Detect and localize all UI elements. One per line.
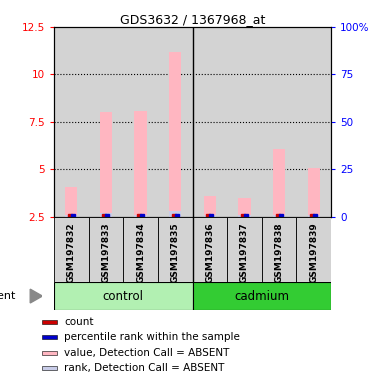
- Bar: [273, 149, 285, 217]
- Text: agent: agent: [0, 291, 15, 301]
- Bar: [100, 213, 112, 217]
- Bar: [54, 27, 89, 217]
- Bar: [158, 27, 192, 217]
- Bar: [158, 217, 192, 282]
- Bar: [204, 215, 216, 217]
- Bar: [204, 196, 216, 217]
- Bar: [65, 187, 77, 217]
- Bar: [192, 217, 227, 282]
- Text: control: control: [103, 290, 144, 303]
- Bar: [262, 217, 296, 282]
- Bar: [100, 113, 112, 217]
- Bar: [54, 217, 89, 282]
- Text: rank, Detection Call = ABSENT: rank, Detection Call = ABSENT: [64, 363, 224, 373]
- Bar: [65, 215, 77, 217]
- Bar: [296, 217, 331, 282]
- Text: GSM197835: GSM197835: [171, 222, 180, 283]
- Bar: [192, 27, 227, 217]
- Bar: [134, 215, 147, 217]
- Bar: [89, 27, 123, 217]
- Bar: [42, 351, 57, 355]
- Bar: [169, 211, 181, 217]
- Title: GDS3632 / 1367968_at: GDS3632 / 1367968_at: [120, 13, 265, 26]
- Bar: [134, 111, 147, 217]
- Bar: [123, 27, 158, 217]
- Text: GSM197838: GSM197838: [275, 222, 284, 283]
- Bar: [192, 282, 331, 310]
- Bar: [308, 167, 320, 217]
- Text: GSM197834: GSM197834: [136, 222, 145, 283]
- Bar: [169, 51, 181, 217]
- Text: percentile rank within the sample: percentile rank within the sample: [64, 333, 240, 343]
- Bar: [296, 27, 331, 217]
- Bar: [54, 282, 192, 310]
- Bar: [227, 217, 262, 282]
- Bar: [238, 215, 251, 217]
- Polygon shape: [30, 289, 42, 303]
- Bar: [89, 217, 123, 282]
- Text: GSM197832: GSM197832: [67, 222, 76, 283]
- Bar: [273, 215, 285, 217]
- Bar: [42, 336, 57, 339]
- Bar: [227, 27, 262, 217]
- Text: GSM197839: GSM197839: [309, 222, 318, 283]
- Bar: [262, 27, 296, 217]
- Bar: [238, 198, 251, 217]
- Bar: [42, 366, 57, 370]
- Bar: [308, 215, 320, 217]
- Bar: [123, 217, 158, 282]
- Text: cadmium: cadmium: [234, 290, 289, 303]
- Text: GSM197837: GSM197837: [240, 222, 249, 283]
- Text: value, Detection Call = ABSENT: value, Detection Call = ABSENT: [64, 348, 229, 358]
- Bar: [42, 320, 57, 324]
- Text: count: count: [64, 317, 94, 327]
- Text: GSM197833: GSM197833: [101, 222, 110, 283]
- Text: GSM197836: GSM197836: [205, 222, 214, 283]
